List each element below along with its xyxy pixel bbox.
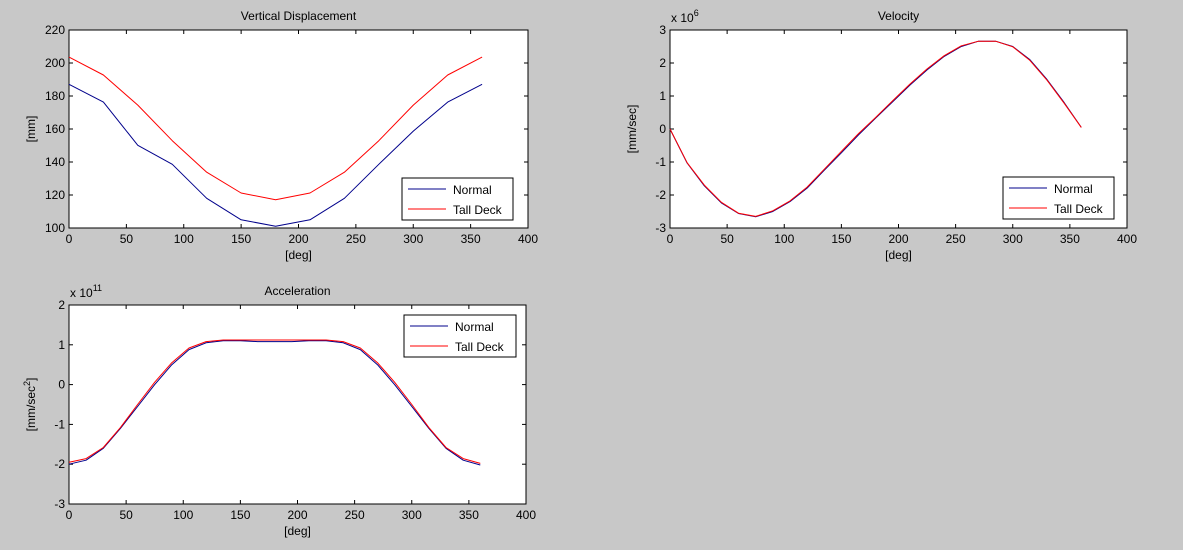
y-axis-label-text: [mm] <box>24 116 38 143</box>
y-tick-label: -1 <box>54 417 65 431</box>
y-tick-label: -3 <box>54 497 65 511</box>
y-tick-label: 120 <box>45 188 65 202</box>
x-tick-label: 250 <box>346 232 366 246</box>
x-tick-label: 100 <box>174 232 194 246</box>
x-tick-label: 350 <box>461 232 481 246</box>
x-tick-label: 0 <box>667 232 674 246</box>
y-tick-label: -1 <box>655 155 666 169</box>
y-axis-label-text: [mm/sec <box>24 386 38 431</box>
y-tick-label: -2 <box>54 457 65 471</box>
legend: Normal Tall Deck <box>403 314 517 358</box>
exponent-label: x 1011 <box>70 283 102 300</box>
y-tick-label: 2 <box>58 298 65 312</box>
x-tick-label: 150 <box>231 232 251 246</box>
x-tick-label: 200 <box>287 508 307 522</box>
x-tick-label: 300 <box>1003 232 1023 246</box>
legend: Normal Tall Deck <box>401 177 514 221</box>
y-tick-label: 0 <box>58 378 65 392</box>
x-tick-label: 400 <box>1117 232 1137 246</box>
exponent-base: x 10 <box>70 286 93 300</box>
x-tick-label: 100 <box>774 232 794 246</box>
series-line-tall-deck <box>68 339 481 464</box>
y-tick-label: 140 <box>45 155 65 169</box>
y-axis-label-suffix: ] <box>24 378 38 381</box>
y-tick-label: 0 <box>659 122 666 136</box>
legend-box <box>403 314 517 358</box>
x-tick-label: 400 <box>516 508 536 522</box>
legend-box <box>1002 176 1115 220</box>
axes-3: 0 50 100 150 200 250 300 350 400 -3 -2 -1 0 1 2 Acceler… <box>22 283 536 538</box>
y-tick-label: 200 <box>45 56 65 70</box>
exponent-base: x 10 <box>671 11 694 25</box>
x-tick-label: 150 <box>831 232 851 246</box>
x-tick-label: 50 <box>119 508 133 522</box>
x-tick-label: 0 <box>66 232 73 246</box>
x-axis-label: [deg] <box>285 248 312 262</box>
x-tick-label: 150 <box>230 508 250 522</box>
y-tick-label: 1 <box>659 89 666 103</box>
x-tick-label: 250 <box>946 232 966 246</box>
x-tick-label: 350 <box>459 508 479 522</box>
x-axis-label: [deg] <box>284 524 311 538</box>
x-tick-label: 50 <box>120 232 134 246</box>
y-axis-label: [mm/sec2] <box>22 378 38 432</box>
legend-entry: Tall Deck <box>455 340 505 354</box>
series-line-normal <box>68 340 481 466</box>
legend-entry: Normal <box>455 320 494 334</box>
legend-box <box>401 177 514 221</box>
exponent-power: 6 <box>694 8 699 18</box>
exponent-label: x 106 <box>671 8 699 25</box>
x-tick-label: 50 <box>720 232 734 246</box>
x-tick-label: 400 <box>518 232 538 246</box>
legend-entry: Normal <box>453 183 492 197</box>
x-tick-label: 300 <box>402 508 422 522</box>
x-tick-label: 350 <box>1060 232 1080 246</box>
legend-entry: Tall Deck <box>453 203 503 217</box>
y-axis-label-text: [mm/sec] <box>625 105 639 154</box>
y-tick-label: 220 <box>45 23 65 37</box>
legend: Normal Tall Deck <box>1002 176 1115 220</box>
y-axis-label-superscript: 2 <box>22 381 32 386</box>
y-tick-label: 2 <box>659 56 666 70</box>
legend-entry: Normal <box>1054 182 1093 196</box>
y-tick-label: 3 <box>659 23 666 37</box>
x-tick-label: 300 <box>403 232 423 246</box>
y-tick-label: 180 <box>45 89 65 103</box>
legend-entry: Tall Deck <box>1054 202 1104 216</box>
y-tick-label: -3 <box>655 221 666 235</box>
chart-title: Vertical Displacement <box>241 9 357 23</box>
chart-title: Velocity <box>878 9 919 23</box>
series-line-normal <box>68 83 483 227</box>
x-tick-label: 200 <box>288 232 308 246</box>
series-line-tall-deck <box>669 40 1082 217</box>
series-line-tall-deck <box>68 56 483 201</box>
x-tick-label: 100 <box>173 508 193 522</box>
y-tick-label: 1 <box>58 338 65 352</box>
x-tick-label: 250 <box>345 508 365 522</box>
y-tick-label: -2 <box>655 188 666 202</box>
y-axis-label: [mm] <box>24 116 38 143</box>
x-axis-label: [deg] <box>885 248 912 262</box>
axes-1: 0 50 100 150 200 250 300 350 400 100 120 140 160 180 2… <box>24 9 538 262</box>
x-tick-label: 200 <box>888 232 908 246</box>
chart-title: Acceleration <box>264 284 330 298</box>
y-axis-label: [mm/sec] <box>625 105 639 154</box>
axes-2: 0 50 100 150 200 250 300 350 400 -3 -2 -1 0 1 2 3 Veloci… <box>625 8 1137 262</box>
exponent-power: 11 <box>93 283 102 293</box>
y-tick-label: 160 <box>45 122 65 136</box>
y-tick-label: 100 <box>45 221 65 235</box>
x-tick-label: 0 <box>66 508 73 522</box>
